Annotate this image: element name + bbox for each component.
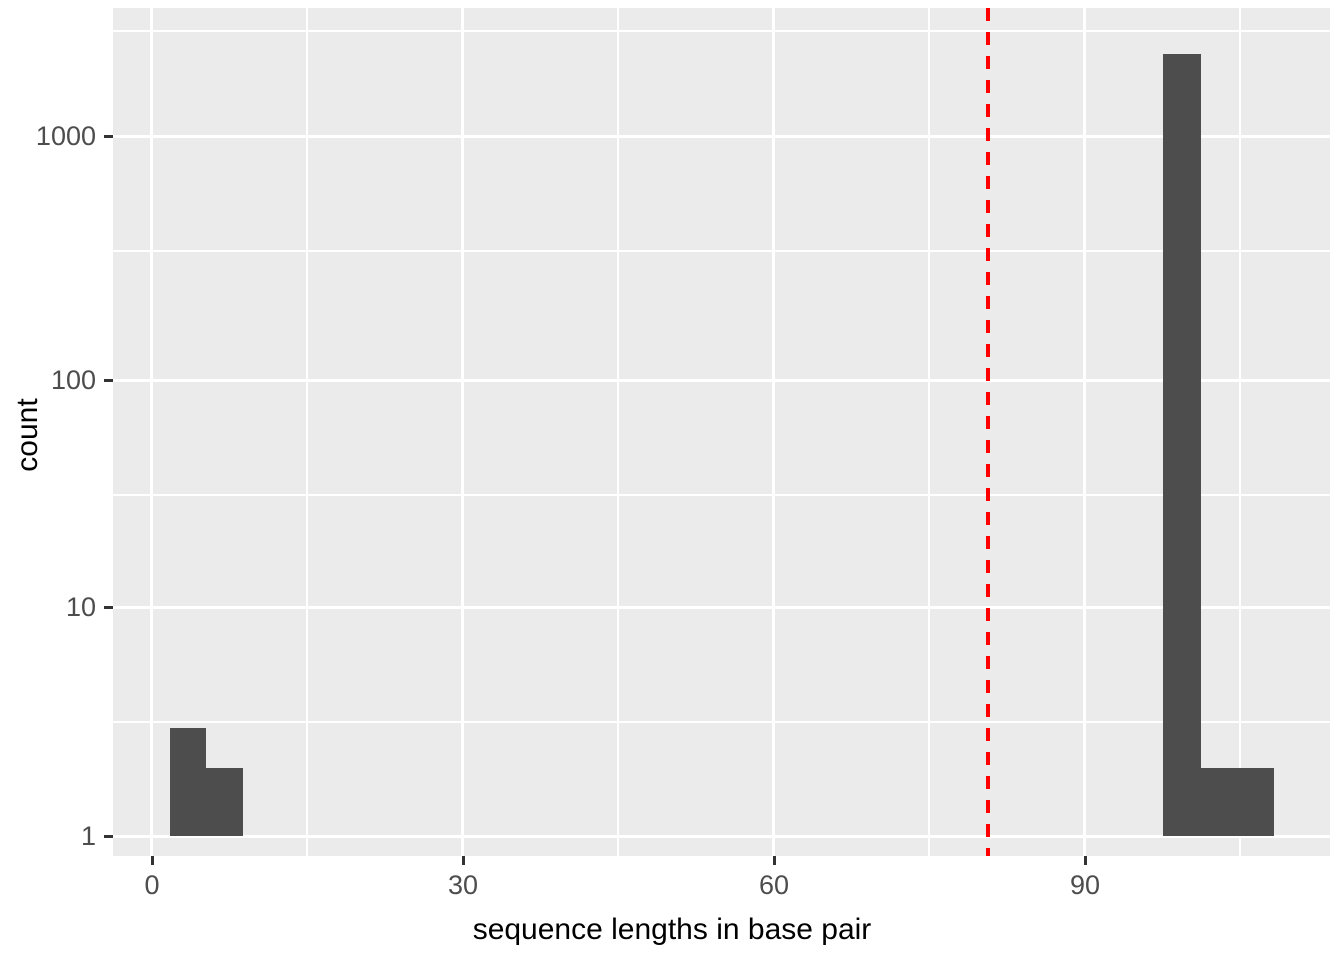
- x-tick-mark: [1084, 856, 1087, 865]
- gridline-horizontal-major: [113, 835, 1330, 838]
- gridline-vertical-major: [772, 8, 775, 856]
- x-tick-label: 30: [447, 870, 479, 900]
- x-tick-label: 90: [1069, 870, 1101, 900]
- gridline-vertical-minor: [617, 8, 619, 856]
- gridline-vertical-minor: [1239, 8, 1241, 856]
- y-tick-label: 1: [80, 821, 96, 851]
- gridline-horizontal-major: [113, 135, 1330, 138]
- gridline-horizontal-minor: [113, 494, 1330, 496]
- gridline-vertical-minor: [306, 8, 308, 856]
- histogram-bar: [170, 728, 206, 836]
- y-tick-mark: [104, 379, 113, 382]
- y-axis-title: count: [11, 398, 44, 472]
- threshold-vline: [986, 8, 990, 856]
- gridline-horizontal-minor: [113, 30, 1330, 32]
- gridline-horizontal-major: [113, 606, 1330, 609]
- y-tick-label: 1000: [35, 121, 96, 151]
- gridline-vertical-minor: [928, 8, 930, 856]
- gridline-horizontal-major: [113, 379, 1330, 382]
- y-tick-mark: [104, 835, 113, 838]
- y-tick-label: 100: [50, 365, 96, 395]
- gridline-horizontal-minor: [113, 721, 1330, 723]
- gridline-vertical-major: [461, 8, 464, 856]
- gridline-vertical-major: [1083, 8, 1086, 856]
- x-tick-mark: [773, 856, 776, 865]
- gridline-vertical-major: [150, 8, 153, 856]
- x-tick-mark: [151, 856, 154, 865]
- y-tick-mark: [104, 135, 113, 138]
- histogram-bar: [1201, 768, 1274, 836]
- x-axis-title: sequence lengths in base pair: [472, 913, 872, 946]
- x-tick-mark: [462, 856, 465, 865]
- plot-panel: [113, 8, 1330, 856]
- histogram-bar: [206, 768, 243, 836]
- gridline-horizontal-minor: [113, 250, 1330, 252]
- y-tick-mark: [104, 606, 113, 609]
- x-tick-label: 60: [758, 870, 790, 900]
- y-tick-label: 10: [65, 592, 96, 622]
- x-tick-label: 0: [144, 870, 160, 900]
- histogram-bar: [1163, 54, 1201, 836]
